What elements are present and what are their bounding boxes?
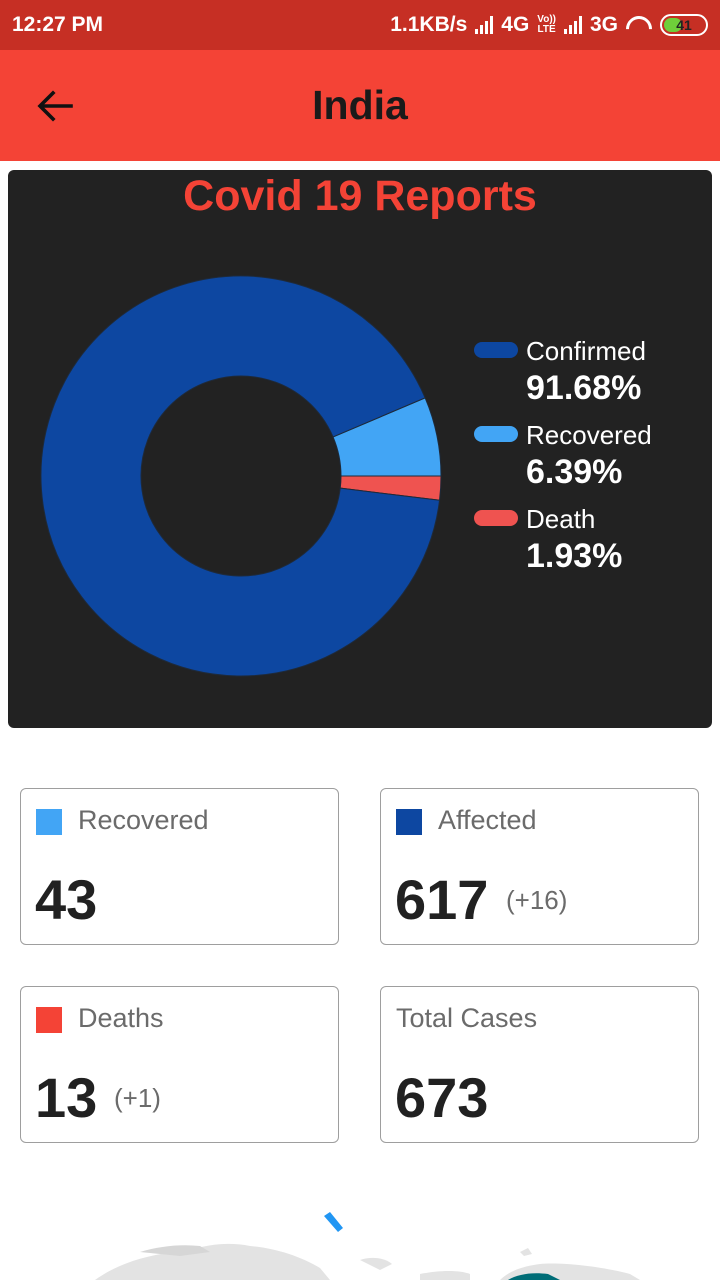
- deaths-label: Deaths: [78, 1003, 164, 1033]
- volte-icon: Vo)) LTE: [537, 14, 556, 35]
- legend-percent: 1.93%: [526, 537, 623, 575]
- total-cases-label: Total Cases: [396, 1003, 538, 1033]
- recovered-label: Recovered: [78, 805, 209, 835]
- affected-label: Affected: [438, 805, 537, 835]
- world-map[interactable]: [0, 1190, 720, 1280]
- status-bar: 12:27 PM 1.1KB/s 4G Vo)) LTE 3G 41: [0, 0, 720, 50]
- signal-icon: [475, 16, 494, 34]
- app-bar: India: [0, 50, 720, 161]
- legend-label: Confirmed: [526, 336, 646, 366]
- recovered-swatch: [36, 809, 62, 835]
- donut-chart: [40, 275, 442, 677]
- wifi-icon: [626, 16, 652, 34]
- legend-percent: 91.68%: [526, 369, 642, 407]
- affected-value: 617: [395, 868, 489, 931]
- affected-delta: (+16): [506, 885, 568, 915]
- total-cases-card: Total Cases 673: [380, 986, 699, 1143]
- affected-swatch: [396, 809, 422, 835]
- deaths-value: 13: [35, 1066, 98, 1129]
- chart-title: Covid 19 Reports: [183, 172, 537, 220]
- legend-swatch: [474, 510, 518, 526]
- battery-icon: 41: [660, 14, 708, 36]
- page-title: India: [312, 82, 408, 128]
- total-cases-value: 673: [395, 1066, 489, 1129]
- network-type-1: 4G: [501, 13, 530, 36]
- deaths-swatch: [36, 1007, 62, 1033]
- battery-level: 41: [676, 17, 692, 33]
- legend-swatch: [474, 342, 518, 358]
- deaths-delta: (+1): [114, 1083, 161, 1113]
- legend-percent: 6.39%: [526, 453, 623, 491]
- legend-swatch: [474, 426, 518, 442]
- network-speed: 1.1KB/s: [390, 13, 468, 36]
- signal-icon-2: [563, 16, 582, 34]
- recovered-value: 43: [35, 868, 98, 931]
- chart-card: Covid 19 Reports Confirmed 91.68% Recovere…: [8, 170, 712, 728]
- recovered-card: Recovered 43: [20, 788, 339, 945]
- legend-label: Death: [526, 504, 596, 534]
- back-button[interactable]: [30, 84, 80, 128]
- donut-slice-confirmed: [40, 275, 441, 677]
- arrow-left-icon: [37, 90, 73, 122]
- legend-label: Recovered: [526, 420, 652, 450]
- world-map-graphic: [95, 1212, 640, 1280]
- status-time: 12:27 PM: [12, 13, 104, 36]
- network-type-2: 3G: [589, 13, 618, 36]
- affected-card: Affected 617 (+16): [380, 788, 699, 945]
- status-indicators: 1.1KB/s 4G Vo)) LTE 3G 41: [390, 13, 708, 37]
- deaths-card: Deaths 13 (+1): [20, 986, 339, 1143]
